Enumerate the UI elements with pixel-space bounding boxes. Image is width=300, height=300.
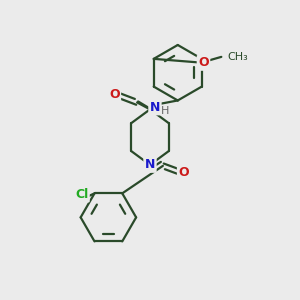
- Text: CH₃: CH₃: [227, 52, 248, 62]
- Text: N: N: [145, 158, 155, 171]
- Text: Cl: Cl: [75, 188, 88, 201]
- Text: N: N: [150, 101, 160, 114]
- Text: O: O: [109, 88, 120, 101]
- Text: O: O: [178, 166, 189, 179]
- Text: O: O: [198, 56, 209, 69]
- Text: H: H: [161, 106, 169, 116]
